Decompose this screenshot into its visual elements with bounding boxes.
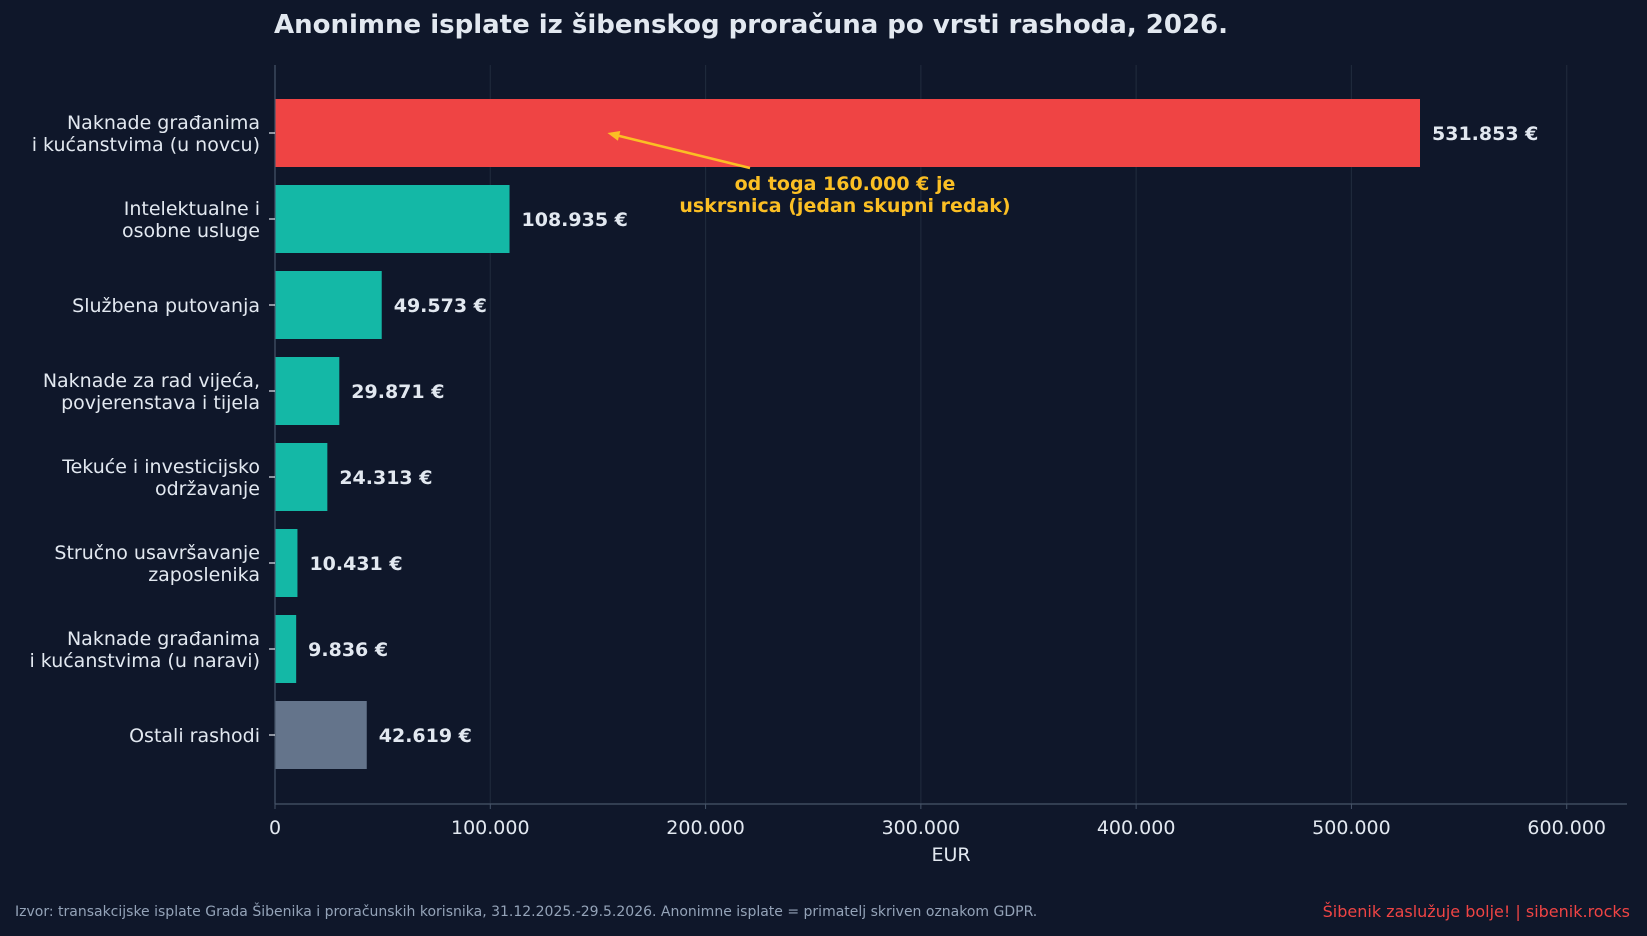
- bars: [275, 99, 1421, 769]
- category-label-line: Intelektualne i: [124, 198, 260, 220]
- bar: [275, 357, 340, 425]
- value-label: 49.573 €: [394, 295, 487, 317]
- x-tick-label: 400.000: [1097, 817, 1176, 839]
- x-axis-label: EUR: [931, 844, 970, 866]
- category-label-line: Naknade za rad vijeća,: [43, 370, 260, 392]
- category-label-line: i kućanstvima (u naravi): [29, 650, 260, 672]
- category-label-line: održavanje: [155, 478, 260, 500]
- category-label-line: i kućanstvima (u novcu): [32, 134, 260, 156]
- category-label: Službena putovanja: [72, 295, 260, 317]
- value-label: 10.431 €: [309, 553, 402, 575]
- axes: [269, 65, 1627, 809]
- category-label-line: Naknade građanima: [67, 112, 260, 134]
- value-label: 24.313 €: [339, 467, 432, 489]
- value-label: 9.836 €: [308, 639, 388, 661]
- annotation-arrow-head: [607, 131, 621, 141]
- bar: [275, 185, 510, 253]
- annotation-text-line: uskrsnica (jedan skupni redak): [679, 195, 1010, 217]
- x-tick-label: 200.000: [666, 817, 745, 839]
- x-tick-label: 500.000: [1312, 817, 1391, 839]
- value-label: 531.853 €: [1432, 123, 1538, 145]
- category-label: Ostali rashodi: [129, 725, 260, 747]
- category-label-line: osobne usluge: [122, 220, 260, 242]
- chart-title: Anonimne isplate iz šibenskog proračuna …: [274, 10, 1229, 40]
- category-label-line: Ostali rashodi: [129, 725, 260, 747]
- annotation-text: od toga 160.000 € je uskrsnica (jedan sku…: [679, 173, 1010, 217]
- category-label: Naknade građanima i kućanstvima (u novcu): [32, 112, 260, 156]
- brand-link[interactable]: Šibenik zaslužuje bolje! | sibenik.rocks: [1322, 902, 1630, 921]
- value-label: 108.935 €: [522, 209, 628, 231]
- annotation-arrow-line: [615, 133, 751, 170]
- bar: [275, 443, 328, 511]
- category-label: Stručno usavršavanje zaposlenika: [54, 542, 260, 586]
- annotation: od toga 160.000 € je uskrsnica (jedan sku…: [607, 131, 1011, 217]
- bar: [275, 701, 367, 769]
- bar: [275, 529, 298, 597]
- bar: [275, 99, 1421, 167]
- source-note: Izvor: transakcijske isplate Grada Šiben…: [15, 904, 1038, 920]
- category-label-line: Stručno usavršavanje: [54, 542, 260, 564]
- x-tick-label: 100.000: [451, 817, 530, 839]
- category-label-line: Tekuće i investicijsko: [61, 456, 260, 478]
- category-label: Naknade za rad vijeća, povjerenstava i ti…: [43, 370, 260, 414]
- category-label-line: povjerenstava i tijela: [61, 392, 260, 414]
- category-label: Naknade građanima i kućanstvima (u naravi…: [29, 628, 260, 672]
- category-label: Tekuće i investicijsko održavanje: [61, 456, 260, 500]
- category-label-line: Naknade građanima: [67, 628, 260, 650]
- x-tick-label: 600.000: [1527, 817, 1606, 839]
- category-label-line: zaposlenika: [148, 564, 260, 586]
- x-tick-label: 0: [269, 817, 281, 839]
- bar: [275, 271, 382, 339]
- x-tick-label: 300.000: [882, 817, 961, 839]
- value-label: 29.871 €: [351, 381, 444, 403]
- category-label-line: Službena putovanja: [72, 295, 260, 317]
- bar: [275, 615, 297, 683]
- value-label: 42.619 €: [379, 725, 472, 747]
- gridlines: [489, 65, 1568, 804]
- category-label: Intelektualne i osobne usluge: [122, 198, 260, 242]
- annotation-text-line: od toga 160.000 € je: [735, 173, 956, 195]
- labels: 0 100.000 200.000 300.000 400.000 500.000 600.…: [29, 112, 1606, 866]
